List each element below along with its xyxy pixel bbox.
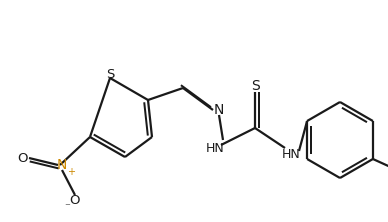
Text: O: O xyxy=(17,151,27,165)
Text: N: N xyxy=(214,103,224,117)
Text: HN: HN xyxy=(206,141,224,155)
Text: S: S xyxy=(251,79,259,93)
Text: +: + xyxy=(67,167,75,177)
Text: N: N xyxy=(57,158,67,172)
Text: HN: HN xyxy=(282,147,300,161)
Text: O: O xyxy=(70,194,80,206)
Text: S: S xyxy=(106,67,114,81)
Text: ⁻: ⁻ xyxy=(64,202,70,212)
